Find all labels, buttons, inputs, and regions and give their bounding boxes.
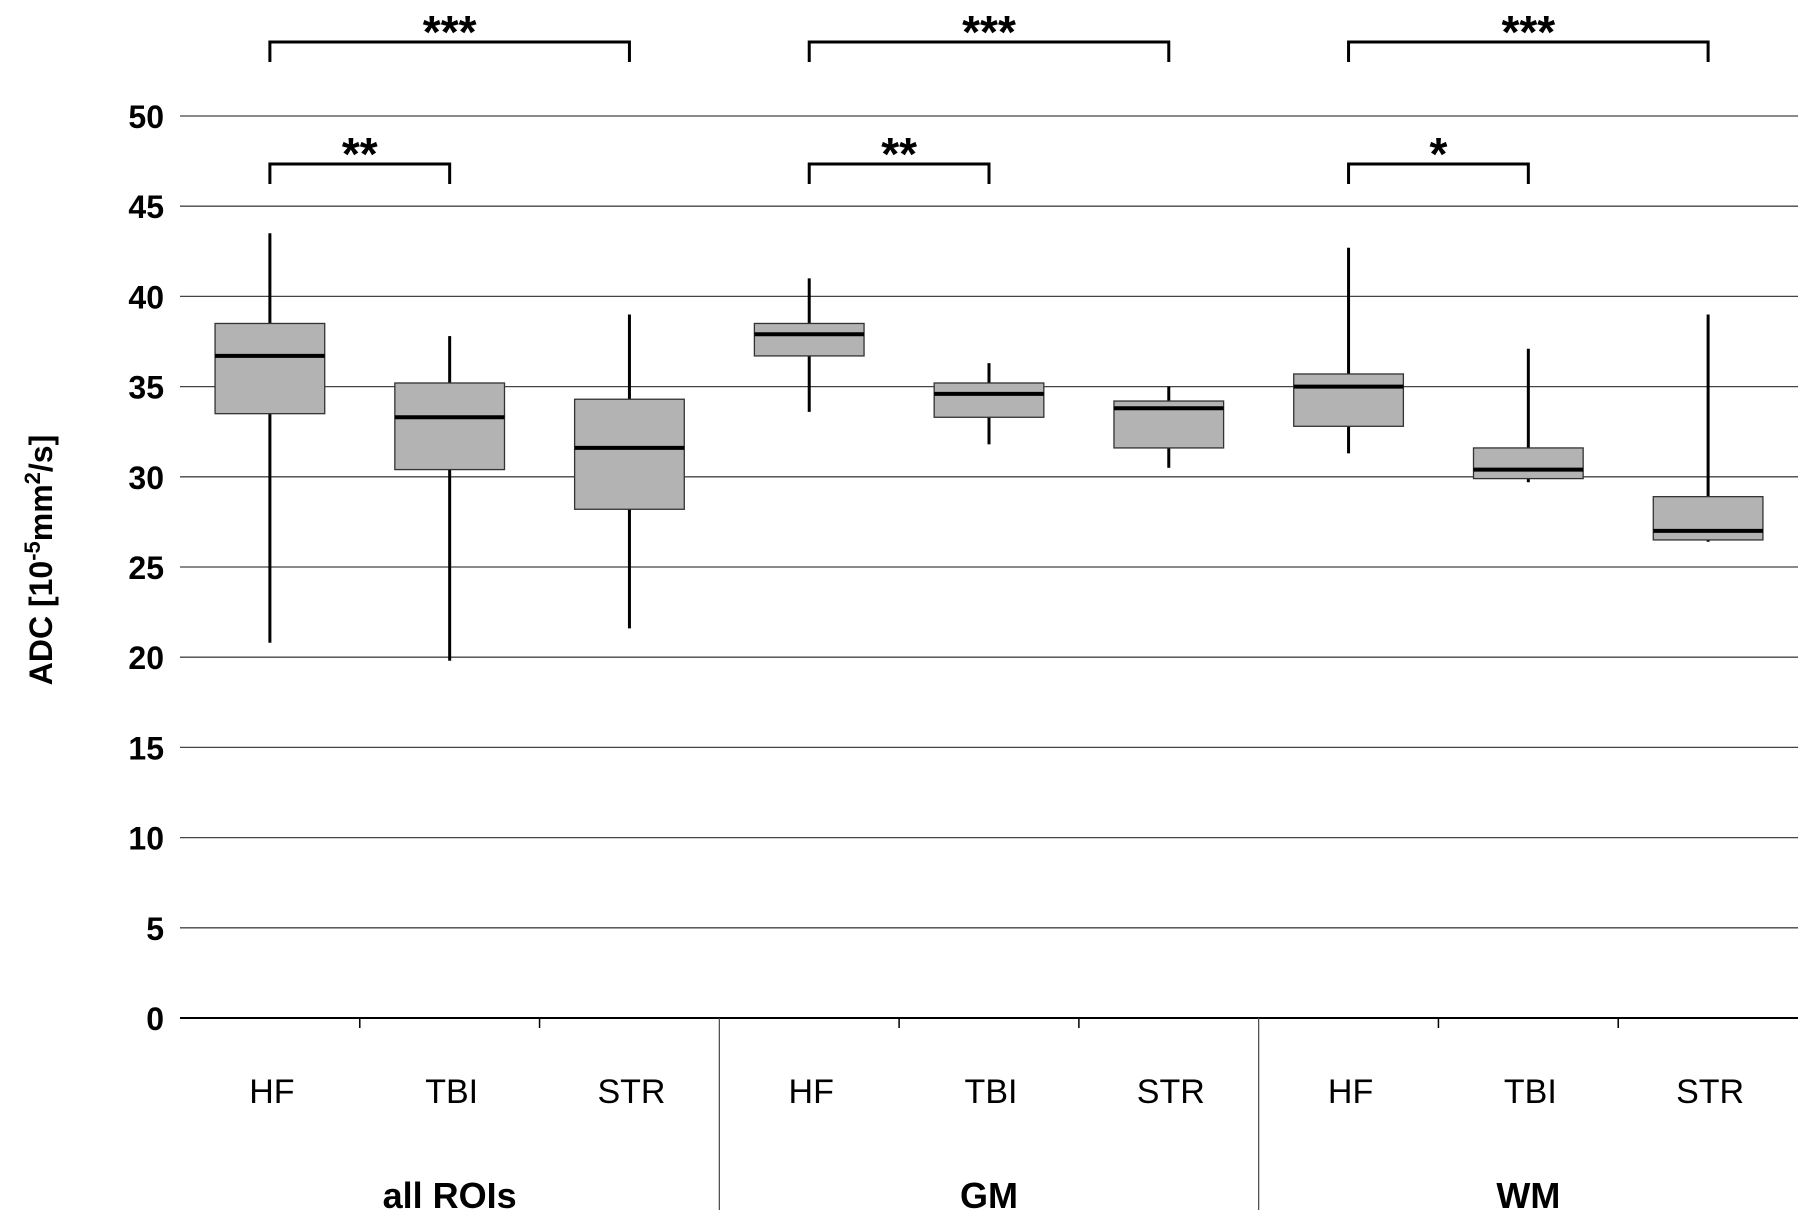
- y-tick-label-45: 45: [128, 189, 164, 225]
- y-axis-label-exponent-1: -5: [20, 541, 45, 561]
- significance-bracket-2-0: [1347, 40, 1710, 62]
- group-label-1: GM: [960, 1175, 1018, 1216]
- box-1-0: [753, 322, 865, 357]
- y-axis-label-prefix: ADC [10: [23, 561, 59, 685]
- box-2-1: [1472, 447, 1584, 480]
- significance-brackets: **************: [268, 6, 1710, 184]
- significance-bracket-0-1: [268, 162, 452, 184]
- category-label-0-1: TBI: [425, 1073, 478, 1111]
- y-tick-label-10: 10: [128, 821, 164, 857]
- category-label-2-1: TBI: [1504, 1073, 1557, 1111]
- y-axis-label-exponent-2: 2: [20, 472, 45, 484]
- box-0-2: [573, 398, 685, 510]
- box-0-0: [214, 322, 326, 415]
- y-axis-label-unit: mm: [23, 484, 59, 541]
- significance-label-1-1: **: [881, 128, 917, 180]
- y-tick-label-35: 35: [128, 370, 164, 406]
- y-tick-label-40: 40: [128, 279, 164, 315]
- y-tick-label-15: 15: [128, 730, 164, 766]
- box-0-1: [394, 382, 506, 471]
- box-1-1: [933, 382, 1045, 418]
- significance-bracket-2-1: [1347, 162, 1530, 184]
- y-tick-label-50: 50: [128, 99, 164, 135]
- y-tick-label-0: 0: [146, 1001, 164, 1037]
- category-label-0-2: STR: [597, 1073, 665, 1111]
- gridlines: [180, 115, 1798, 929]
- significance-label-0-1: **: [342, 128, 378, 180]
- box-2-2: [1652, 495, 1764, 541]
- significance-label-1-0: ***: [962, 6, 1016, 58]
- significance-label-2-0: ***: [1501, 6, 1555, 58]
- significance-label-2-1: *: [1429, 128, 1447, 180]
- axes: [180, 1017, 1798, 1210]
- category-label-0-0: HF: [249, 1073, 294, 1111]
- group-label-2: WM: [1496, 1175, 1560, 1216]
- category-label-1-1: TBI: [965, 1073, 1018, 1111]
- significance-bracket-0-0: [268, 40, 631, 62]
- y-tick-label-20: 20: [128, 640, 164, 676]
- category-label-2-2: STR: [1676, 1073, 1744, 1111]
- group-label-0: all ROIs: [383, 1175, 517, 1216]
- category-label-2-0: HF: [1328, 1073, 1373, 1111]
- significance-label-0-0: ***: [423, 6, 477, 58]
- boxes: [214, 233, 1764, 661]
- significance-bracket-1-1: [807, 162, 991, 184]
- y-axis-label-suffix: /s]: [23, 435, 59, 472]
- significance-bracket-1-0: [807, 40, 1171, 62]
- y-tick-label-30: 30: [128, 460, 164, 496]
- y-tick-label-5: 5: [146, 911, 164, 947]
- y-tick-label-25: 25: [128, 550, 164, 586]
- box-2-0: [1293, 373, 1405, 427]
- category-label-1-2: STR: [1137, 1073, 1205, 1111]
- y-axis-label: ADC [10-5mm2/s]: [20, 435, 59, 686]
- axis-labels: 0 5 10 15 20 25 30 35 40 45 50 all ROIs GM WM HF TBI STR…: [128, 99, 1744, 1216]
- category-label-1-0: HF: [789, 1073, 834, 1111]
